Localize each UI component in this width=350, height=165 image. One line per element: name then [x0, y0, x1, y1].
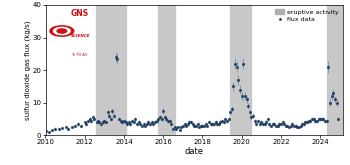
Text: GNS: GNS [71, 9, 89, 18]
Circle shape [54, 27, 70, 35]
Text: TE PŪ AO: TE PŪ AO [71, 53, 87, 57]
Circle shape [57, 29, 66, 33]
Bar [230, 5, 251, 135]
Bar [96, 5, 126, 135]
Legend: eruptive activity, flux data: eruptive activity, flux data [274, 8, 340, 23]
X-axis label: date: date [185, 147, 204, 156]
Bar [158, 5, 175, 135]
Text: SCIENCE: SCIENCE [71, 34, 91, 38]
Y-axis label: sulfur dioxide gas flux (kg/s): sulfur dioxide gas flux (kg/s) [25, 20, 31, 120]
Bar [327, 5, 343, 135]
Circle shape [50, 26, 74, 36]
